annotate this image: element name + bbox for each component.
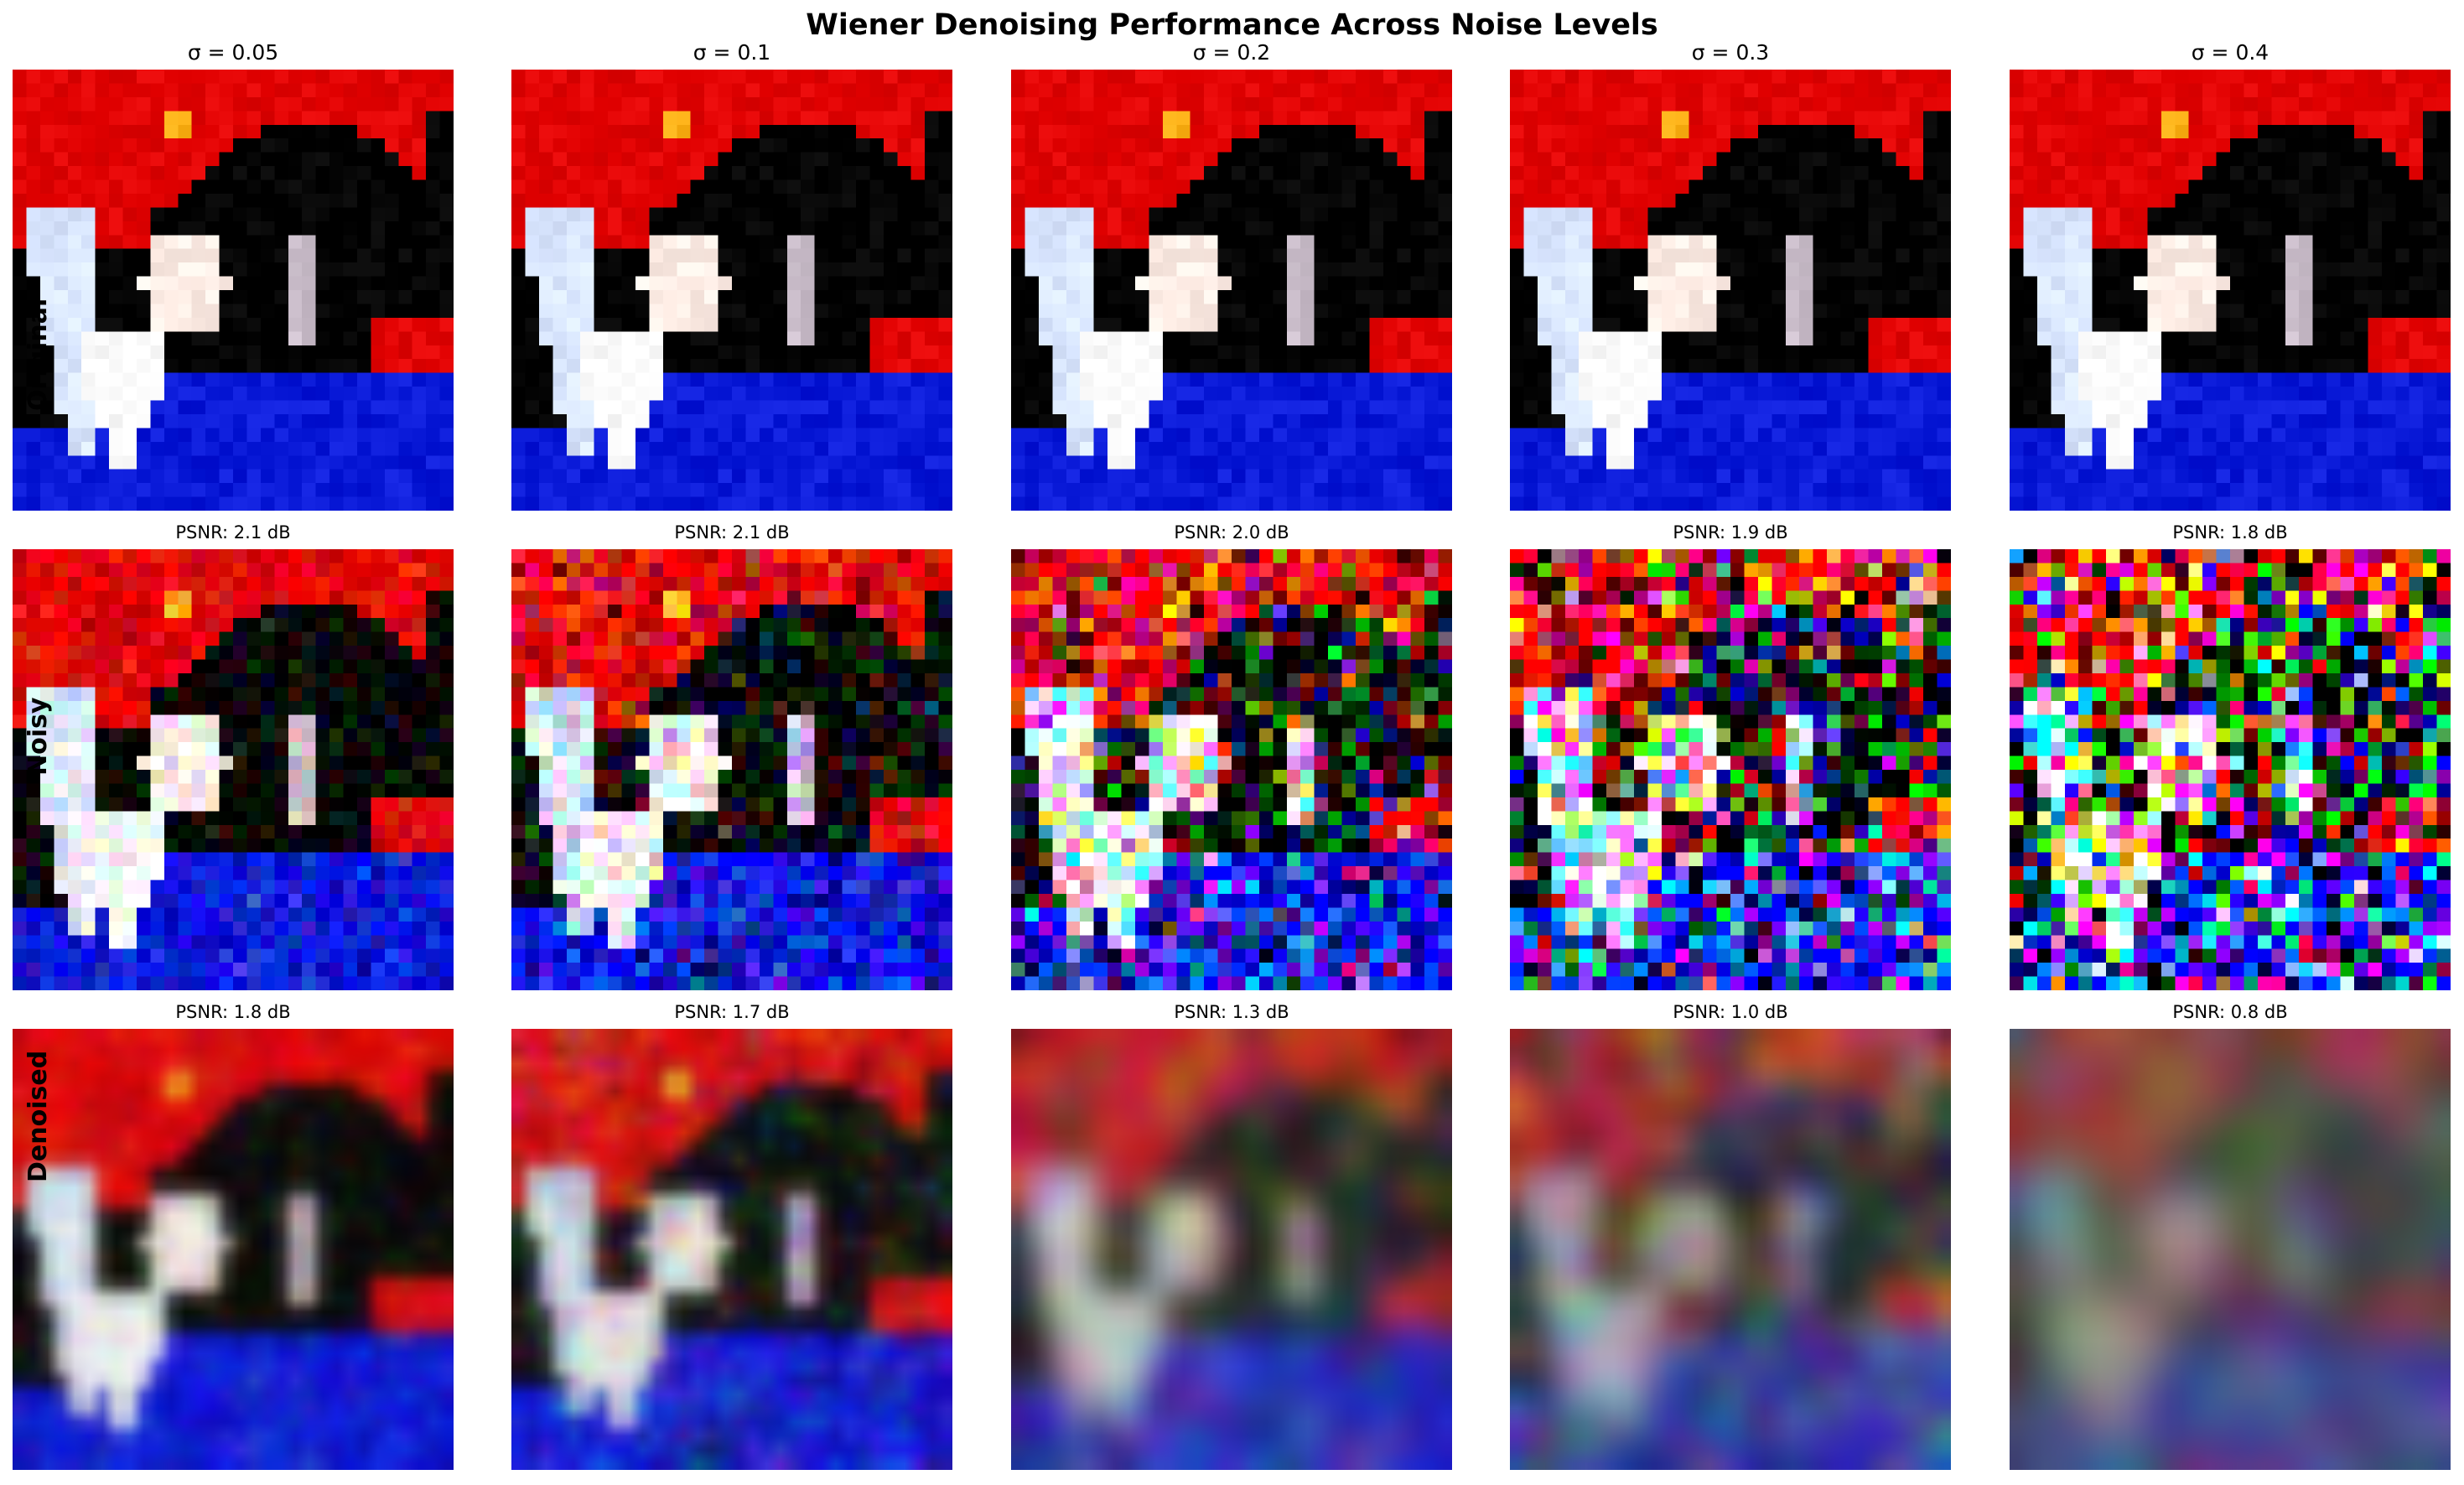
denoised-psnr-label: PSNR: 1.7 dB	[674, 1002, 790, 1022]
row-label-original: Original	[23, 298, 53, 411]
noisy-psnr-label: PSNR: 2.1 dB	[175, 522, 291, 543]
denoised-image-panel	[13, 1029, 454, 1470]
denoised-image-panel	[1510, 1029, 1951, 1470]
original-image-panel	[1510, 70, 1951, 511]
noisy-image-panel	[1011, 549, 1452, 990]
figure-title: Wiener Denoising Performance Across Nois…	[806, 8, 1658, 42]
noisy-psnr-label: PSNR: 2.1 dB	[674, 522, 790, 543]
column-title-sigma-0.05: σ = 0.05	[187, 40, 279, 65]
denoised-psnr-label: PSNR: 1.8 dB	[175, 1002, 291, 1022]
noisy-psnr-label: PSNR: 2.0 dB	[1174, 522, 1289, 543]
noisy-psnr-label: PSNR: 1.8 dB	[2172, 522, 2288, 543]
column-title-sigma-0.3: σ = 0.3	[1691, 40, 1770, 65]
denoised-psnr-label: PSNR: 1.0 dB	[1673, 1002, 1788, 1022]
row-label-denoised: Denoised	[23, 1050, 53, 1182]
noisy-image-panel	[1510, 549, 1951, 990]
noisy-psnr-label: PSNR: 1.9 dB	[1673, 522, 1788, 543]
noisy-image-panel	[13, 549, 454, 990]
denoised-psnr-label: PSNR: 0.8 dB	[2172, 1002, 2288, 1022]
column-title-sigma-0.4: σ = 0.4	[2191, 40, 2269, 65]
denoised-psnr-label: PSNR: 1.3 dB	[1174, 1002, 1289, 1022]
original-image-panel	[1011, 70, 1452, 511]
denoised-image-panel	[511, 1029, 952, 1470]
denoised-image-panel	[1011, 1029, 1452, 1470]
row-label-noisy: Noisy	[23, 697, 53, 776]
original-image-panel	[511, 70, 952, 511]
noisy-image-panel	[2010, 549, 2451, 990]
original-image-panel	[2010, 70, 2451, 511]
original-image-panel	[13, 70, 454, 511]
column-title-sigma-0.2: σ = 0.2	[1192, 40, 1271, 65]
column-title-sigma-0.1: σ = 0.1	[693, 40, 771, 65]
denoised-image-panel	[2010, 1029, 2451, 1470]
noisy-image-panel	[511, 549, 952, 990]
